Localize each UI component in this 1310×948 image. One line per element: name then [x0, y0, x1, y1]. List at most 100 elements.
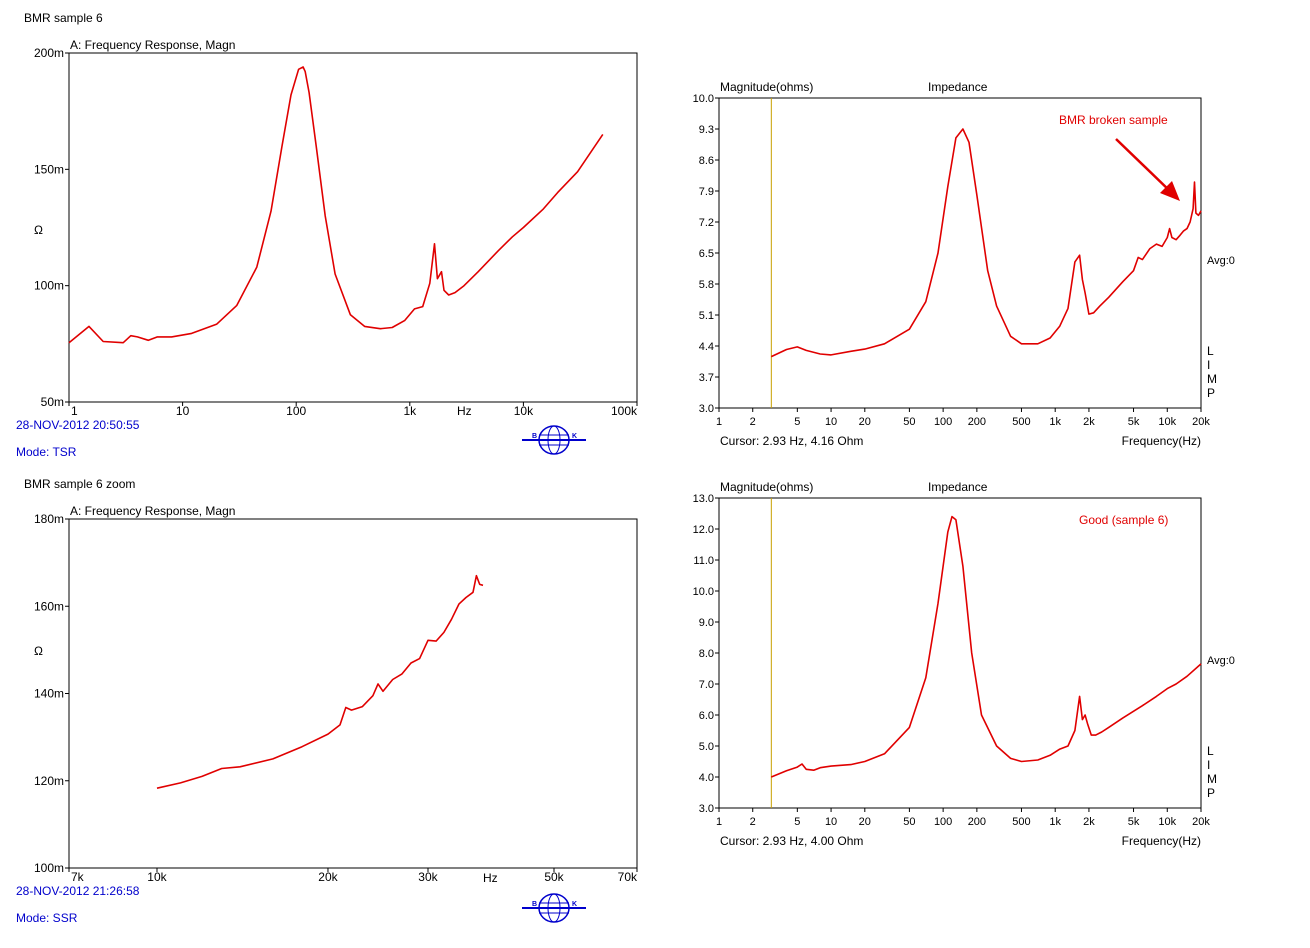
- y-tick-label: 120m: [34, 774, 64, 788]
- x-tick-label: 1k: [1049, 416, 1061, 428]
- y-tick-label: 7.9: [699, 186, 714, 198]
- left-top-panel: BMR sample 6 A: Frequency Response, Magn…: [16, 11, 638, 459]
- left-top-unit-label: Ω: [34, 223, 43, 237]
- x-tick-label: 10k: [1158, 816, 1176, 828]
- x-tick-label: 2k: [1083, 816, 1095, 828]
- y-tick-label: 50m: [41, 395, 64, 409]
- right-top-limp-m: M: [1207, 372, 1217, 386]
- right-bottom-x-ticks: 1 2 5 10 20 50 100 200 500 1k 2k 5k 10k 20k: [716, 808, 1210, 828]
- y-tick-label: 9.0: [699, 617, 714, 629]
- series-line: [156, 574, 484, 789]
- x-tick-label: 5: [794, 816, 800, 828]
- y-tick-label: 100m: [34, 861, 64, 875]
- right-top-limp-p: P: [1207, 386, 1215, 400]
- right-bottom-cursor-readout: Cursor: 2.93 Hz, 4.00 Ohm: [720, 834, 863, 848]
- right-top-annotation: BMR broken sample: [1059, 113, 1168, 127]
- right-bottom-avg-label: Avg:0: [1207, 655, 1235, 667]
- right-top-cursor-readout: Cursor: 2.93 Hz, 4.16 Ohm: [720, 434, 863, 448]
- y-tick-label: 180m: [34, 512, 64, 526]
- left-bottom-unit-label: Ω: [34, 644, 43, 658]
- right-top-avg-label: Avg:0: [1207, 255, 1235, 267]
- y-tick-label: 4.0: [699, 772, 714, 784]
- right-bottom-x-axis-label: Frequency(Hz): [1122, 834, 1201, 848]
- y-tick-label: 6.0: [699, 710, 714, 722]
- right-top-x-axis-label: Frequency(Hz): [1122, 434, 1201, 448]
- right-top-y-ticks: 3.0 3.7 4.4 5.1 5.8 6.5 7.2 7.9 8.6 9.3 10.0: [693, 93, 719, 415]
- x-tick-label: 20k: [1192, 816, 1210, 828]
- left-top-mode: Mode: TSR: [16, 445, 77, 459]
- x-tick-label: 20: [859, 416, 871, 428]
- right-top-limp-i: I: [1207, 358, 1210, 372]
- y-tick-label: 11.0: [693, 555, 714, 567]
- x-tick-label: 2: [750, 416, 756, 428]
- x-tick-label: 70k: [618, 870, 638, 884]
- y-tick-label: 200m: [34, 46, 64, 60]
- right-bottom-chart-title: Impedance: [928, 480, 988, 494]
- left-top-y-ticks: 50m 100m 150m 200m: [34, 46, 69, 409]
- y-tick-label: 3.7: [699, 372, 714, 384]
- x-tick-label: 10k: [514, 404, 534, 418]
- series-line: [770, 128, 1202, 358]
- left-top-hz-label: Hz: [457, 404, 472, 418]
- x-tick-label: 50k: [544, 870, 564, 884]
- left-bottom-plot-frame: [68, 518, 638, 869]
- x-tick-label: 10k: [1158, 416, 1176, 428]
- x-tick-label: 20k: [1192, 416, 1210, 428]
- y-tick-label: 160m: [34, 599, 64, 613]
- annotation-arrow-icon: [1115, 138, 1180, 201]
- left-top-section-title: BMR sample 6: [24, 11, 103, 25]
- y-tick-label: 10.0: [693, 586, 714, 598]
- left-bottom-mode: Mode: SSR: [16, 911, 78, 925]
- right-bottom-limp-l: L: [1207, 744, 1214, 758]
- right-bottom-limp-m: M: [1207, 772, 1217, 786]
- x-tick-label: 200: [968, 416, 986, 428]
- left-top-series: [68, 66, 604, 344]
- x-tick-label: 50: [903, 416, 915, 428]
- right-top-plot-frame: [718, 97, 1202, 409]
- y-tick-label: 5.1: [699, 310, 714, 322]
- y-tick-label: 7.0: [699, 679, 714, 691]
- x-tick-label: 100k: [611, 404, 638, 418]
- y-tick-label: 8.6: [699, 155, 714, 167]
- y-tick-label: 3.0: [699, 403, 714, 415]
- x-tick-label: 100: [934, 816, 952, 828]
- right-top-limp-l: L: [1207, 344, 1214, 358]
- left-bottom-section-title: BMR sample 6 zoom: [24, 477, 135, 491]
- left-bottom-plot-title: A: Frequency Response, Magn: [70, 504, 235, 518]
- y-tick-label: 9.3: [699, 124, 714, 136]
- x-tick-label: 1: [716, 816, 722, 828]
- x-tick-label: 1: [716, 416, 722, 428]
- x-tick-label: 500: [1012, 816, 1030, 828]
- right-bottom-annotation: Good (sample 6): [1079, 513, 1168, 527]
- y-tick-label: 100m: [34, 279, 64, 293]
- right-bottom-panel: Magnitude(ohms) Impedance 3.0 4.0 5.0 6.0 7.…: [693, 480, 1235, 848]
- left-bottom-panel: BMR sample 6 zoom A: Frequency Response,…: [16, 477, 638, 925]
- right-top-y-axis-label: Magnitude(ohms): [720, 80, 813, 94]
- x-tick-label: 200: [968, 816, 986, 828]
- svg-text:B: B: [532, 433, 537, 440]
- x-tick-label: 20k: [318, 870, 338, 884]
- x-tick-label: 500: [1012, 416, 1030, 428]
- y-tick-label: 3.0: [699, 803, 714, 815]
- left-bottom-timestamp: 28-NOV-2012 21:26:58: [16, 884, 140, 898]
- y-tick-label: 140m: [34, 687, 64, 701]
- right-top-x-ticks: 1 2 5 10 20 50 100 200 500 1k 2k 5k 10k 20k: [716, 408, 1210, 428]
- y-tick-label: 5.8: [699, 279, 714, 291]
- x-tick-label: 10: [825, 816, 837, 828]
- series-line: [68, 66, 604, 344]
- right-bottom-limp-p: P: [1207, 786, 1215, 800]
- y-tick-label: 7.2: [699, 217, 714, 229]
- x-tick-label: 7k: [71, 870, 85, 884]
- left-top-plot-frame: [68, 52, 638, 403]
- right-bottom-limp-i: I: [1207, 758, 1210, 772]
- bk-logo-icon: B K: [522, 425, 586, 455]
- left-top-plot-title: A: Frequency Response, Magn: [70, 38, 235, 52]
- y-tick-label: 150m: [34, 162, 64, 176]
- series-line: [770, 515, 1202, 778]
- left-bottom-series: [156, 574, 484, 789]
- y-tick-label: 12.0: [693, 524, 714, 536]
- x-tick-label: 10: [176, 404, 190, 418]
- right-bottom-y-ticks: 3.0 4.0 5.0 6.0 7.0 8.0 9.0 10.0 11.0 12.0 13.0: [693, 493, 719, 815]
- svg-text:K: K: [572, 433, 577, 440]
- left-bottom-hz-label: Hz: [483, 871, 498, 885]
